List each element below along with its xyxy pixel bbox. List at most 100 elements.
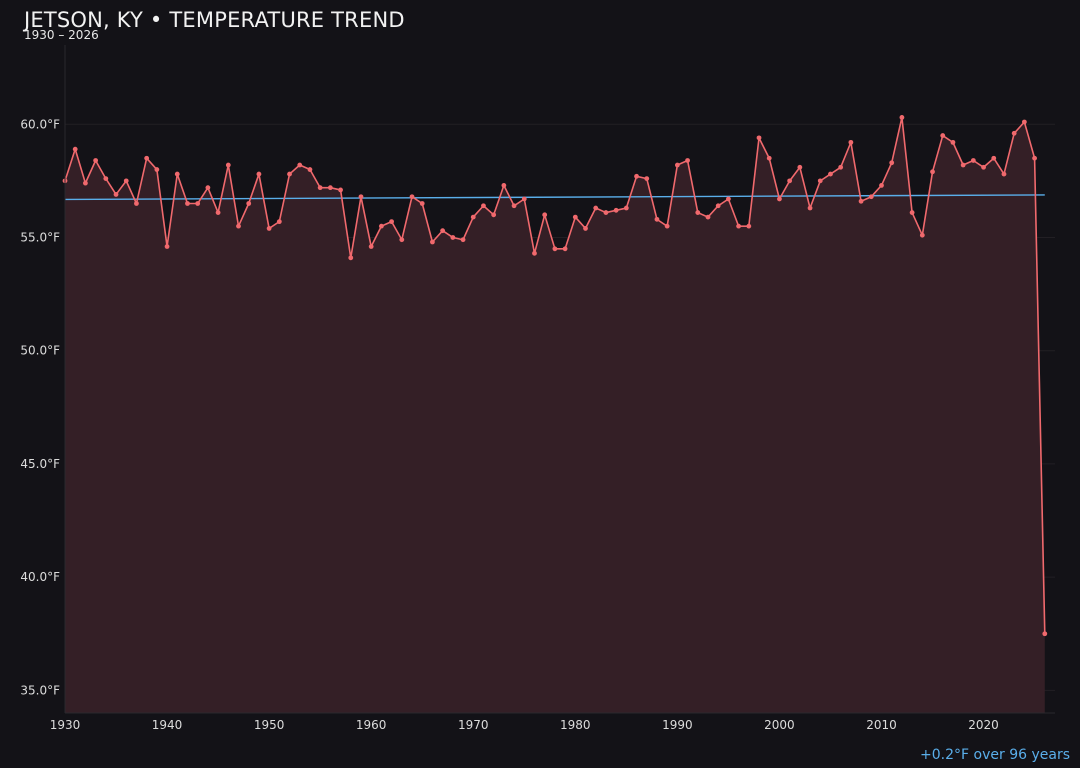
data-point [542, 212, 548, 218]
data-point [378, 223, 384, 229]
data-point [93, 158, 99, 163]
data-point [848, 139, 854, 145]
y-tick-label: 40.0°F [20, 570, 60, 584]
data-point [246, 201, 252, 206]
data-point [919, 232, 925, 238]
data-point [491, 212, 497, 218]
data-point [317, 185, 323, 191]
data-point [348, 255, 354, 261]
data-point [276, 219, 282, 225]
data-point [797, 164, 803, 170]
data-point [695, 210, 701, 215]
x-tick-label: 1980 [560, 718, 591, 732]
data-point [726, 196, 731, 202]
data-point [511, 203, 517, 209]
data-point [113, 192, 119, 197]
data-point [144, 155, 150, 161]
data-point [940, 133, 946, 138]
data-point [307, 167, 313, 172]
data-point [868, 194, 874, 200]
data-point [909, 210, 915, 215]
data-point [838, 164, 844, 170]
data-point [828, 171, 833, 177]
data-point [430, 239, 435, 245]
data-point [552, 246, 558, 252]
data-point [583, 226, 588, 231]
data-point [664, 223, 670, 229]
data-point [72, 146, 78, 152]
data-point [266, 226, 272, 231]
trend-line [64, 194, 1045, 201]
chart-subtitle: 1930 – 2026 [24, 28, 99, 42]
data-point [623, 205, 629, 211]
x-tick-label: 1970 [458, 718, 489, 732]
x-tick-label: 1940 [152, 718, 183, 732]
data-point [981, 164, 986, 170]
data-point [562, 246, 568, 252]
data-point [715, 203, 721, 209]
data-point [654, 216, 660, 222]
x-tick-label: 2020 [968, 718, 999, 732]
data-point [807, 205, 813, 211]
data-point [1011, 130, 1017, 136]
area-fill [65, 117, 1045, 714]
data-point [470, 214, 476, 220]
data-point [1021, 119, 1027, 125]
data-point [777, 196, 782, 202]
x-tick-label: 1990 [662, 718, 693, 732]
data-point [123, 178, 129, 184]
data-point [532, 250, 537, 256]
x-tick-label: 2000 [764, 718, 795, 732]
data-point [389, 219, 394, 225]
data-point [134, 201, 139, 206]
data-point [970, 158, 976, 163]
data-point [899, 115, 905, 120]
trend-summary: +0.2°F over 96 years [920, 747, 1070, 763]
y-tick-label: 35.0°F [20, 683, 60, 697]
x-tick-label: 1930 [50, 718, 81, 732]
data-point [889, 160, 895, 166]
chart-title: JETSON, KY • TEMPERATURE TREND [24, 8, 405, 32]
data-point [1032, 155, 1037, 161]
data-point [1001, 171, 1007, 177]
data-point [481, 203, 486, 209]
data-point [164, 244, 170, 249]
data-point [297, 162, 303, 168]
data-point [450, 235, 456, 240]
data-point [399, 237, 405, 243]
data-point [613, 207, 619, 213]
data-point [368, 244, 374, 249]
y-tick-label: 55.0°F [20, 230, 60, 244]
data-point [766, 155, 772, 161]
data-point [930, 169, 935, 175]
x-tick-label: 1950 [254, 718, 285, 732]
data-point [154, 167, 160, 172]
data-point [338, 187, 343, 193]
data-point [256, 171, 262, 177]
y-tick-label: 50.0°F [20, 344, 60, 358]
data-point [236, 223, 241, 229]
data-point [225, 162, 231, 168]
y-tick-label: 60.0°F [20, 117, 60, 131]
trend-layer [64, 194, 1045, 201]
data-point [950, 139, 956, 145]
data-point [634, 173, 639, 179]
data-point [644, 176, 650, 182]
data-point [103, 176, 109, 182]
data-point [501, 182, 507, 188]
area-layer [65, 117, 1045, 714]
data-point [287, 171, 292, 177]
data-point [215, 210, 221, 215]
data-point [685, 158, 690, 163]
data-point [440, 228, 446, 234]
points-layer [62, 115, 1048, 637]
data-point [879, 182, 884, 188]
axis-layer: 35.0°F 40.0°F 45.0°F 50.0°F 55.0°F 60.0°F 1930… [20, 45, 1055, 732]
data-point [674, 162, 680, 168]
x-tick-label: 2010 [866, 718, 897, 732]
data-point [991, 155, 997, 161]
data-point [705, 214, 711, 220]
data-point [593, 205, 599, 211]
data-point [756, 135, 762, 141]
